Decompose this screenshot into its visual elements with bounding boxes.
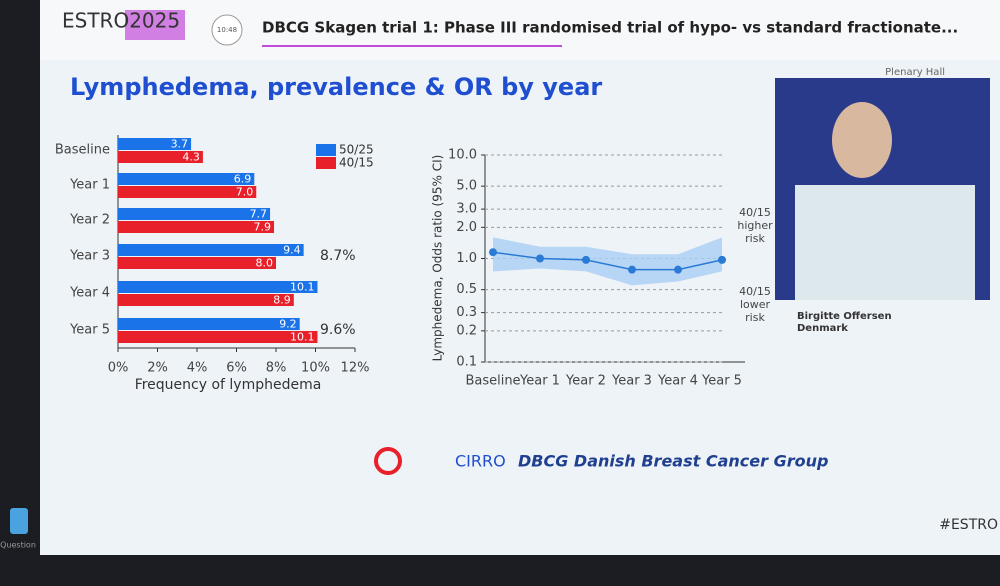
question-icon bbox=[10, 508, 28, 534]
header-bar bbox=[40, 0, 1000, 60]
speaker-country: Denmark bbox=[797, 323, 848, 334]
point bbox=[582, 255, 590, 264]
clock bbox=[211, 14, 243, 46]
annotation: risk bbox=[745, 311, 765, 324]
x-tick-label: 8% bbox=[266, 361, 287, 376]
bar-label: 10.1 bbox=[290, 281, 315, 294]
y-tick-label: Year 5 bbox=[69, 323, 110, 338]
y-tick-label: 5.0 bbox=[456, 179, 477, 194]
y-tick-label: 2.0 bbox=[456, 220, 477, 235]
bar bbox=[118, 221, 275, 233]
bar-label: 8.9 bbox=[273, 294, 291, 307]
x-tick-label: Year 1 bbox=[519, 374, 560, 389]
y-tick-label: Year 3 bbox=[69, 249, 110, 264]
footer-logo2: DBCG Danish Breast Cancer Group bbox=[518, 452, 828, 471]
bar-label: 4.3 bbox=[182, 151, 200, 164]
y-tick-label: 0.5 bbox=[456, 282, 477, 297]
bar-label: 6.9 bbox=[234, 173, 252, 186]
ci-band bbox=[493, 237, 722, 286]
underline bbox=[262, 45, 562, 47]
question: Question bbox=[0, 541, 36, 550]
x-tick-label: Year 5 bbox=[701, 374, 742, 389]
x-tick-label: 10% bbox=[301, 361, 330, 376]
room: Plenary Hall bbox=[885, 67, 945, 78]
legend-swatch bbox=[316, 157, 336, 169]
y-tick-label: Baseline bbox=[55, 143, 110, 158]
annotation: 9.6% bbox=[320, 322, 356, 338]
speaker-head bbox=[832, 102, 892, 178]
bar bbox=[118, 186, 257, 198]
x-tick-label: 6% bbox=[226, 361, 247, 376]
y-tick-label: Year 4 bbox=[69, 286, 110, 301]
bar bbox=[118, 318, 300, 330]
bar bbox=[118, 208, 271, 220]
speaker-body bbox=[795, 185, 975, 300]
bar-label: 10.1 bbox=[290, 331, 315, 344]
bar-label: 7.9 bbox=[254, 221, 272, 234]
charts: 0% 2% 4% 6% 8% 10% 12% Frequency of lymphedema B… bbox=[55, 135, 773, 393]
x-tick-label: 2% bbox=[147, 361, 168, 376]
time: 10:48 bbox=[217, 26, 237, 34]
bar bbox=[118, 244, 304, 256]
bar bbox=[118, 173, 255, 185]
logo-shape bbox=[125, 10, 185, 40]
bar-label: 7.0 bbox=[236, 186, 254, 199]
annotation: lower bbox=[740, 298, 771, 311]
y-tick-label: 0.1 bbox=[456, 355, 477, 370]
annotation: 40/15 bbox=[739, 206, 771, 219]
bar bbox=[118, 294, 294, 306]
legend-swatch bbox=[316, 144, 336, 156]
y-tick-label: Year 2 bbox=[69, 213, 110, 228]
slide-title: Lymphedema, prevalence & OR by year bbox=[70, 73, 602, 101]
legend-label: 50/25 bbox=[339, 143, 374, 157]
x-tick-label: Baseline bbox=[465, 374, 520, 389]
point bbox=[718, 255, 726, 264]
y-tick-label: 0.2 bbox=[456, 323, 477, 338]
bar bbox=[118, 138, 192, 150]
talk-title: DBCG Skagen trial 1: Phase III randomise… bbox=[262, 19, 958, 37]
x-tick-label: 12% bbox=[341, 361, 370, 376]
hashtag: #ESTRO bbox=[939, 517, 998, 533]
bar-label: 7.7 bbox=[250, 208, 268, 221]
bar-label: 8.0 bbox=[256, 257, 274, 270]
annotation: 8.7% bbox=[320, 248, 356, 264]
logo: ESTRO2025 bbox=[62, 9, 180, 33]
y-tick-label: 1.0 bbox=[456, 251, 477, 266]
x-tick-label: Year 2 bbox=[565, 374, 606, 389]
point bbox=[536, 254, 544, 263]
annotation: higher bbox=[737, 219, 773, 232]
legend-label: 40/15 bbox=[339, 156, 374, 170]
bar bbox=[118, 151, 203, 163]
footer-logo1: CIRRO bbox=[455, 452, 506, 471]
bar bbox=[118, 281, 318, 293]
y-tick-label: 3.0 bbox=[456, 202, 477, 217]
x-tick-label: Year 4 bbox=[657, 374, 698, 389]
annotation: 40/15 bbox=[739, 285, 771, 298]
bar-label: 9.4 bbox=[283, 244, 301, 257]
point bbox=[489, 248, 497, 257]
bar-label: 3.7 bbox=[171, 138, 189, 151]
x-tick-label: 4% bbox=[187, 361, 208, 376]
x-label: Frequency of lymphedema bbox=[135, 377, 322, 393]
x-tick-label: Year 3 bbox=[611, 374, 652, 389]
x-tick-label: 0% bbox=[108, 361, 129, 376]
y-tick-label: 0.3 bbox=[456, 305, 477, 320]
line bbox=[492, 251, 723, 271]
y-label: Lymphedema, Odds ratio (95% CI) bbox=[431, 155, 445, 362]
bar-label: 9.2 bbox=[279, 318, 297, 331]
y-tick-label: 10.0 bbox=[448, 148, 477, 163]
bar bbox=[118, 331, 318, 343]
logo-icon bbox=[374, 447, 402, 475]
y-tick-label: Year 1 bbox=[69, 178, 110, 193]
point bbox=[628, 265, 636, 274]
bar bbox=[118, 257, 276, 269]
annotation: risk bbox=[745, 232, 765, 245]
point bbox=[674, 265, 682, 274]
speaker-name: Birgitte Offersen bbox=[797, 311, 892, 322]
